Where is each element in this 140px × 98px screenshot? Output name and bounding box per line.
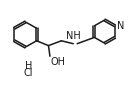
Text: NH: NH	[66, 31, 81, 41]
Text: N: N	[117, 21, 124, 31]
Text: H: H	[25, 61, 32, 71]
Text: Cl: Cl	[24, 68, 33, 78]
Text: OH: OH	[51, 57, 66, 67]
